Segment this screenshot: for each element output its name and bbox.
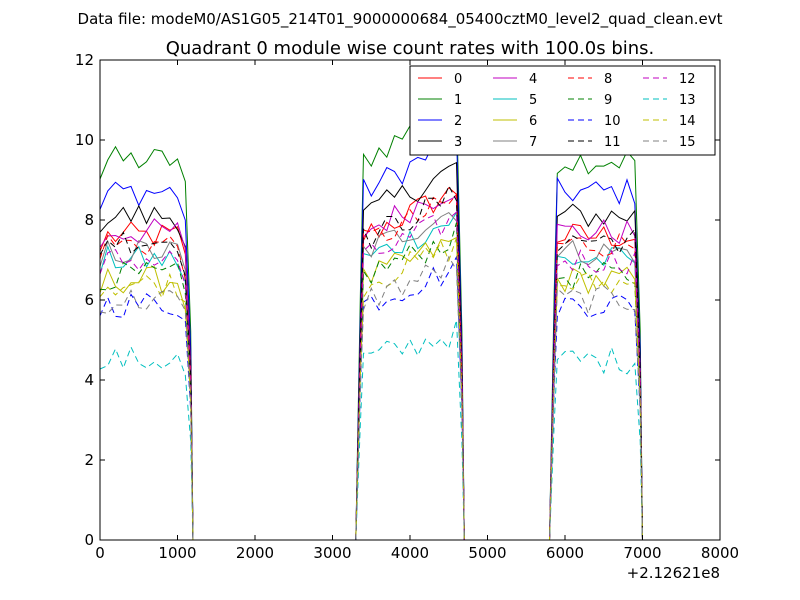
series-line-3 [99, 161, 643, 541]
legend-label-7: 7 [529, 135, 537, 150]
legend-label-13: 13 [679, 93, 696, 108]
series-line-12 [99, 211, 643, 541]
legend-label-4: 4 [529, 72, 537, 87]
legend-label-11: 11 [604, 135, 621, 150]
chart-title: Quadrant 0 module wise count rates with … [166, 38, 655, 59]
legend-label-14: 14 [679, 114, 696, 129]
x-tick-label: 5000 [468, 544, 506, 562]
y-tick-label: 6 [84, 291, 94, 309]
legend-label-1: 1 [454, 93, 462, 108]
series-line-7 [99, 211, 643, 541]
series-line-8 [99, 193, 643, 541]
legend-frame [409, 65, 716, 156]
legend-label-15: 15 [679, 135, 696, 150]
legend-label-8: 8 [604, 72, 612, 87]
x-tick-label: 0 [95, 544, 105, 562]
series-line-0 [99, 186, 643, 541]
x-tick-label: 6000 [546, 544, 584, 562]
x-tick-label: 7000 [623, 544, 661, 562]
series-line-2 [99, 131, 643, 541]
series-line-9 [99, 222, 643, 541]
x-tick-label: 1000 [158, 544, 196, 562]
legend-label-5: 5 [529, 93, 537, 108]
x-tick-label: 8000 [701, 544, 739, 562]
legend-label-12: 12 [679, 72, 696, 87]
legend-label-2: 2 [454, 114, 462, 129]
y-tick-label: 12 [75, 51, 94, 69]
legend-label-3: 3 [454, 135, 462, 150]
series-line-6 [99, 236, 643, 541]
x-tick-label: 2000 [236, 544, 274, 562]
legend-label-6: 6 [529, 114, 537, 129]
series-line-11 [99, 184, 643, 541]
x-tick-label: 3000 [313, 544, 351, 562]
x-offset-label: +2.12621e8 [627, 564, 720, 582]
y-tick-label: 10 [75, 131, 94, 149]
y-tick-label: 2 [84, 451, 94, 469]
y-tick-label: 8 [84, 211, 94, 229]
legend-label-10: 10 [604, 114, 621, 129]
legend-label-9: 9 [604, 93, 612, 108]
series-line-4 [99, 195, 643, 541]
series-line-10 [99, 254, 643, 541]
series-line-15 [99, 255, 643, 541]
series-layer [99, 94, 643, 541]
y-tick-label: 4 [84, 371, 94, 389]
series-line-5 [99, 210, 643, 541]
x-tick-label: 4000 [391, 544, 429, 562]
series-line-13 [99, 319, 643, 541]
tick-layer: 0 1000 2000 3000 4000 5000 6000 7000 80000246810… [75, 51, 739, 562]
legend-label-0: 0 [454, 72, 462, 87]
y-tick-label: 0 [84, 531, 94, 549]
figure-suptitle: Data file: modeM0/AS1G05_214T01_90000006… [78, 10, 723, 29]
